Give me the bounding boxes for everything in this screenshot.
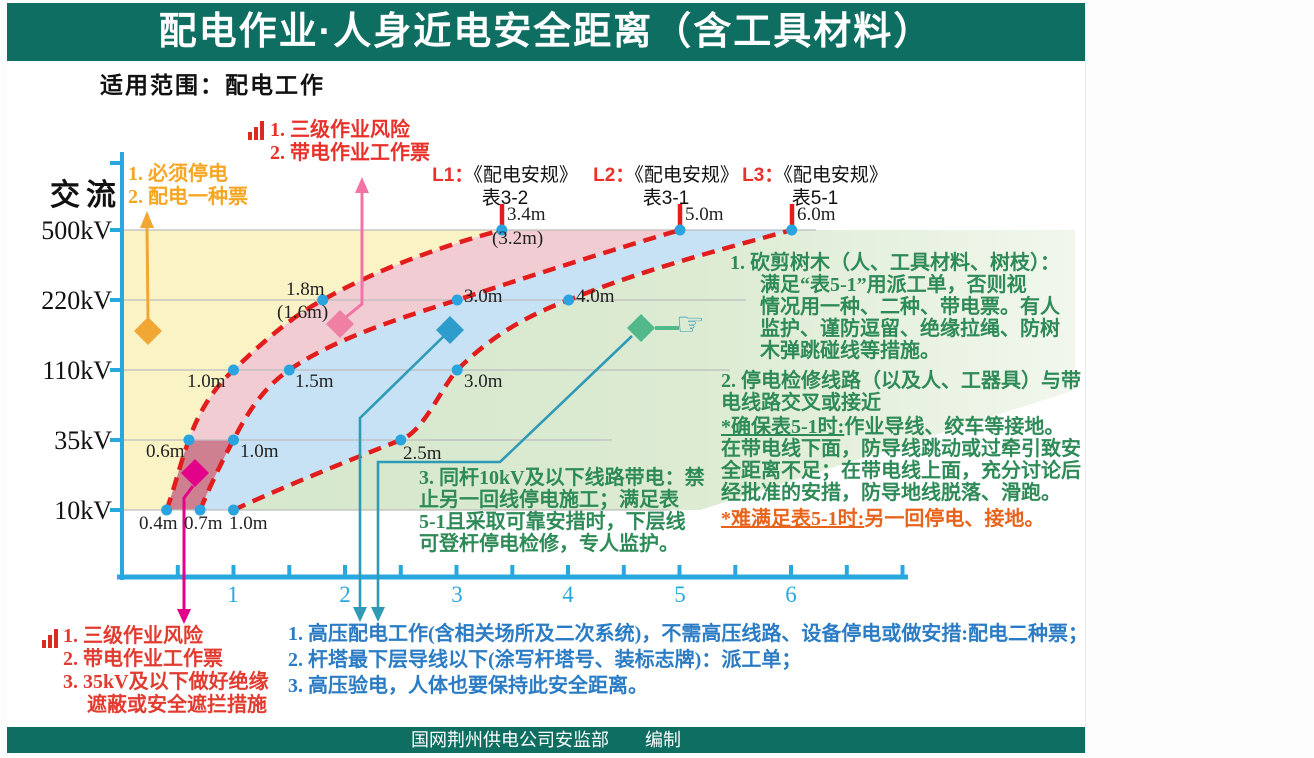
diamond-pink — [326, 310, 354, 338]
x-axis-ticks — [175, 565, 905, 577]
note-ensure-table51: *确保表5-1时:作业导线、绞车等接地。 — [721, 416, 1065, 438]
note-ensure-detail: 在带电线下面，防导线跳动或过牵引致安 全距离不足；在带电线上面，充分讨论后 经批… — [721, 438, 1081, 504]
x-tick-6: 6 — [785, 582, 797, 607]
y-axis-title: 交流 — [50, 179, 122, 212]
label-3-0m-220: 3.0m — [464, 286, 503, 307]
curve-L1 — [164, 227, 503, 511]
legend-l1-id: L1： — [432, 165, 474, 186]
risk-level-icon-2 — [42, 629, 58, 648]
label-1-5m: 1.5m — [295, 371, 334, 392]
note-hard-table51: *难满足表5-1时:另一回停电、接地。 — [721, 508, 1045, 530]
axes — [110, 152, 908, 580]
magenta-arrowhead — [177, 609, 191, 624]
label-1-6m: (1.6m) — [277, 302, 329, 323]
diamond-magenta — [181, 459, 209, 487]
legend-l2-id: L2： — [593, 165, 635, 186]
teal-arrow-line-1 — [358, 335, 445, 609]
legend-l1-table: 表3-2 — [481, 188, 529, 209]
legend-l3: L3：《配电安规》 表5-1 — [735, 164, 895, 210]
label-6-0m: 6.0m — [797, 204, 836, 225]
leader-lines — [140, 177, 679, 624]
legend-l1-book: 《配电安规》 — [473, 165, 578, 186]
label-0-4m: 0.4m — [139, 513, 178, 534]
note-same-pole: 3. 同杆10kV及以下线路带电：禁 止另一回线停电施工；满足表 5-1且采取可… — [419, 467, 705, 555]
legend-l2-table: 表3-1 — [642, 188, 690, 209]
note-left-risk: 1. 三级作业风险 2. 带电作业工作票 3. 35kV及以下做好绝缘 遮蔽或安… — [63, 625, 269, 716]
footer-band: 国网荆州供电公司安监部 编制 — [7, 727, 1085, 753]
legend-l2: L2：《配电安规》 表3-1 — [586, 164, 746, 210]
note-top-risk: 1. 三级作业风险 2. 带电作业工作票 — [270, 119, 430, 164]
curve-L3 — [232, 227, 793, 513]
teal-arrowhead-2 — [371, 607, 385, 622]
y-tick-10kv: 10kV — [54, 496, 112, 525]
label-1-0m-10: 1.0m — [229, 513, 268, 534]
legend-l3-book: 《配电安规》 — [783, 165, 888, 186]
x-tick-2: 2 — [339, 582, 351, 607]
note-crossing-lines: 2. 停电检修线路（以及人、工器具）与带 电线路交叉或接近 — [721, 370, 1081, 414]
diamond-orange — [134, 317, 162, 345]
x-tick-3: 3 — [451, 582, 463, 607]
magenta-arrow-line — [182, 485, 195, 611]
x-tick-4: 4 — [562, 582, 574, 607]
y-tick-500kv: 500kV — [41, 216, 112, 245]
risk-level-icon — [248, 121, 264, 140]
label-1-0m-110: 1.0m — [187, 371, 226, 392]
zone-markers — [134, 310, 655, 487]
label-4-0m: 4.0m — [576, 286, 615, 307]
label-1-0m-35: 1.0m — [240, 441, 279, 462]
legend-l2-book: 《配电安规》 — [634, 165, 739, 186]
note-tree-cutting: 1. 砍剪树木（人、工具材料、树枝）： 满足“表5-1”用派工单，否则视 情况用… — [730, 252, 1060, 362]
title-band: 配电作业·人身近电安全距离（含工具材料） — [7, 3, 1085, 61]
orange-arrow-line — [145, 225, 150, 319]
legend-l3-table: 表5-1 — [791, 188, 839, 209]
page-title: 配电作业·人身近电安全距离（含工具材料） — [158, 11, 934, 53]
diamond-blue — [436, 316, 464, 344]
teal-arrow-line-2 — [376, 335, 633, 609]
label-3-2m: (3.2m) — [492, 228, 544, 249]
label-0-7m: 0.7m — [184, 513, 223, 534]
gridlines — [122, 229, 816, 511]
pointing-hand-icon: ☞ — [676, 306, 705, 342]
y-axis-ticks — [110, 161, 122, 512]
teal-arrowhead-1 — [353, 607, 367, 622]
data-points — [161, 224, 798, 516]
label-1-8m: 1.8m — [286, 279, 325, 300]
x-tick-1: 1 — [227, 582, 239, 607]
scope-subtitle: 适用范围：配电工作 — [100, 73, 325, 98]
note-must-stop-power: 1. 必须停电 2. 配电一种票 — [128, 163, 248, 208]
pink-arrowhead — [355, 177, 369, 193]
y-tick-110kv: 110kV — [42, 356, 112, 385]
y-tick-35kv: 35kV — [54, 426, 112, 455]
legend-l1: L1：《配电安规》 表3-2 — [425, 164, 585, 210]
pink-arrow-line — [345, 191, 364, 319]
note-bottom-rules: 1. 高压配电工作(含相关场所及二次系统)，不需高压线路、设备停电或做安措:配电… — [288, 623, 1088, 697]
x-tick-5: 5 — [674, 582, 686, 607]
orange-arrowhead — [140, 211, 154, 228]
label-3-4m: 3.4m — [507, 204, 546, 225]
label-0-6m: 0.6m — [146, 441, 185, 462]
y-tick-220kv: 220kV — [41, 286, 112, 315]
footer-credit: 国网荆州供电公司安监部 编制 — [411, 730, 681, 750]
label-3-0m-110: 3.0m — [464, 371, 503, 392]
legend-l3-id: L3： — [742, 165, 784, 186]
diamond-green — [627, 314, 655, 342]
label-2-5m: 2.5m — [403, 443, 442, 464]
label-5-0m: 5.0m — [685, 204, 724, 225]
